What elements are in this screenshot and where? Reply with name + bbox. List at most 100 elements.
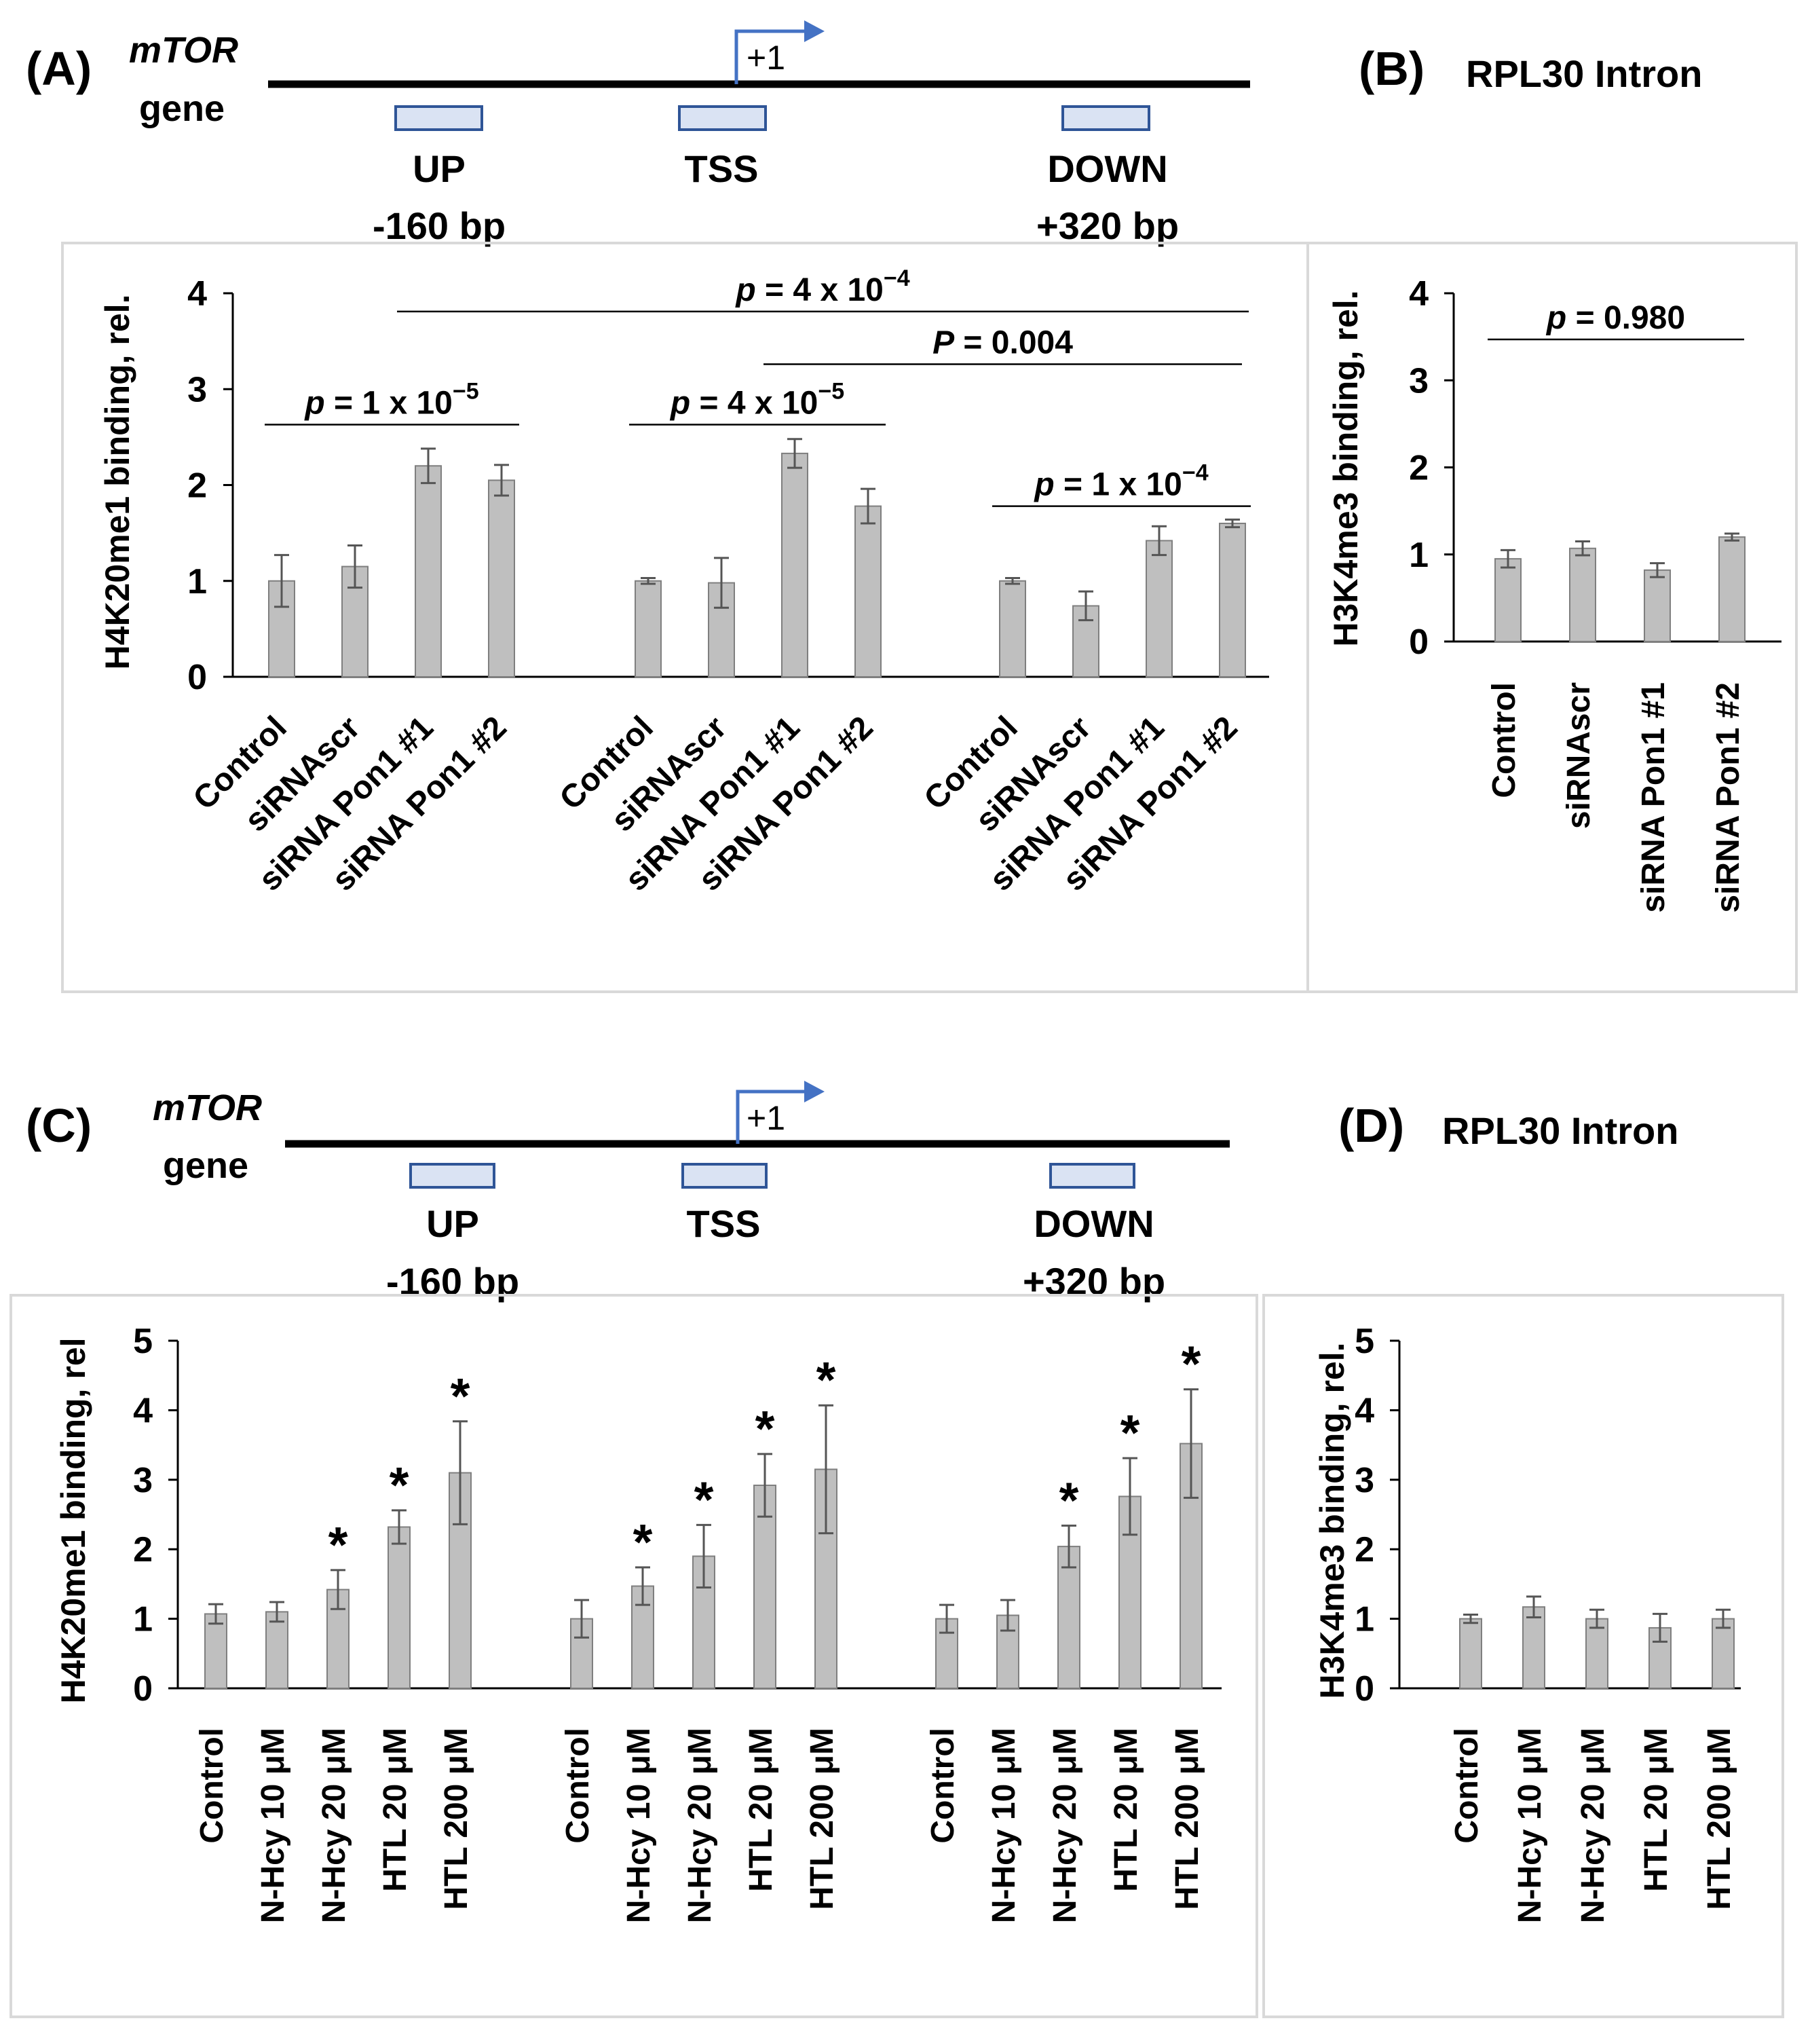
error-bar-c bbox=[696, 1523, 711, 1589]
panel-title-b: RPL30 Intron bbox=[1466, 52, 1702, 95]
category-label-d: N-Hcy 20 μM bbox=[1575, 1728, 1611, 1923]
bar-b bbox=[1494, 558, 1522, 642]
error-bar-c bbox=[635, 1566, 650, 1606]
y-tick-label-d: 0 bbox=[1355, 1669, 1374, 1709]
panel-d-frame bbox=[1262, 1294, 1784, 2018]
error-bar-c bbox=[269, 1601, 284, 1623]
error-bar-d bbox=[1526, 1595, 1541, 1619]
category-label-b: siRNAscr bbox=[1561, 682, 1597, 829]
error-bar-a bbox=[1078, 590, 1093, 622]
y-tick-label-d: 5 bbox=[1355, 1322, 1374, 1361]
panel-title-d: RPL30 Intron bbox=[1442, 1109, 1678, 1152]
error-bar-c bbox=[1123, 1457, 1137, 1536]
region-down-label-top: DOWN bbox=[1047, 147, 1167, 190]
category-label-c: HTL 20 μM bbox=[1108, 1728, 1144, 1892]
panel-a-frame bbox=[61, 242, 1309, 993]
y-tick-label-b: 0 bbox=[1409, 623, 1429, 662]
category-label-c: HTL 200 μM bbox=[438, 1728, 474, 1910]
y-tick-label-c: 1 bbox=[133, 1600, 153, 1639]
pvalue-label-a: P = 0.004 bbox=[932, 325, 1073, 361]
error-bar-c bbox=[208, 1603, 223, 1625]
gene-word-top: gene bbox=[139, 88, 225, 129]
region-box-down-bottom bbox=[1049, 1163, 1135, 1189]
region-up-offset-top: -160 bp bbox=[373, 204, 506, 247]
error-bar-b bbox=[1575, 540, 1590, 557]
y-tick-label-c: 2 bbox=[133, 1530, 153, 1569]
error-bar-c bbox=[392, 1509, 407, 1545]
error-bar-a bbox=[714, 557, 729, 609]
panel-c-frame bbox=[10, 1294, 1258, 2018]
bar-a bbox=[635, 580, 662, 677]
error-bar-a bbox=[861, 487, 875, 525]
error-bar-c bbox=[453, 1420, 468, 1525]
tss-arrowhead-top bbox=[804, 20, 825, 42]
bar-d bbox=[1585, 1618, 1608, 1690]
error-bar-c bbox=[818, 1404, 833, 1535]
y-tick-label-a: 2 bbox=[187, 466, 207, 506]
y-tick-label-c: 5 bbox=[133, 1322, 153, 1361]
category-label-c: N-Hcy 10 μM bbox=[986, 1728, 1022, 1923]
pvalue-label-b: p = 0.980 bbox=[1545, 300, 1685, 336]
significance-mark-c: * bbox=[328, 1517, 348, 1573]
bar-c bbox=[265, 1611, 288, 1690]
bar-b bbox=[1569, 547, 1596, 643]
bar-d bbox=[1459, 1618, 1482, 1690]
y-tick-label-a: 3 bbox=[187, 370, 207, 409]
bar-c bbox=[388, 1526, 411, 1689]
significance-mark-c: * bbox=[816, 1352, 836, 1408]
tss-arrow-bottom bbox=[736, 1090, 808, 1144]
bar-a bbox=[1219, 523, 1246, 677]
y-tick-label-b: 3 bbox=[1409, 361, 1429, 401]
significance-mark-c: * bbox=[390, 1457, 409, 1513]
bar-a bbox=[854, 505, 882, 678]
bar-d bbox=[1648, 1627, 1672, 1690]
category-label-c: HTL 200 μM bbox=[804, 1728, 840, 1910]
gene-word-bottom: gene bbox=[163, 1145, 248, 1186]
pvalue-label-a: p = 4 x 10−4 bbox=[734, 265, 909, 308]
error-bar-b bbox=[1650, 562, 1665, 578]
gene-name-bottom: mTOR bbox=[153, 1088, 262, 1128]
category-label-c: N-Hcy 10 μM bbox=[621, 1728, 657, 1923]
bar-a bbox=[1146, 540, 1173, 677]
category-label-b: siRNA Pon1 #2 bbox=[1710, 682, 1746, 913]
category-label-d: HTL 20 μM bbox=[1638, 1728, 1674, 1892]
category-label-c: Control bbox=[925, 1728, 961, 1844]
error-bar-d bbox=[1589, 1608, 1604, 1629]
error-bar-a bbox=[1005, 577, 1020, 585]
error-bar-c bbox=[574, 1599, 589, 1639]
panel-b-frame bbox=[1306, 242, 1798, 993]
significance-mark-c: * bbox=[1059, 1472, 1079, 1528]
error-bar-a bbox=[1225, 518, 1240, 529]
error-bar-a bbox=[274, 554, 289, 608]
region-up-label-top: UP bbox=[413, 147, 466, 190]
pvalue-label-a: p = 1 x 10−4 bbox=[1033, 460, 1208, 503]
gene-map-bottom: (C) mTOR gene +1 UP -160 bp TSS DOWN +32… bbox=[26, 1081, 1230, 1303]
chart-panel-c: 0 1 2 3 4 5 H4K20me1 binding, rel Control N-Hcy … bbox=[54, 1322, 1222, 1923]
bar-d bbox=[1522, 1606, 1545, 1689]
error-bar-c bbox=[1061, 1524, 1076, 1569]
error-bar-c bbox=[939, 1603, 954, 1634]
y-tick-label-d: 3 bbox=[1355, 1461, 1374, 1500]
region-tss-label-bottom: TSS bbox=[687, 1202, 761, 1245]
significance-mark-c: * bbox=[451, 1368, 470, 1424]
category-label-d: HTL 200 μM bbox=[1701, 1728, 1737, 1910]
region-box-down-top bbox=[1061, 105, 1150, 131]
panel-letter-c: (C) bbox=[26, 1099, 92, 1152]
panel-letter-d: (D) bbox=[1338, 1099, 1404, 1152]
error-bar-c bbox=[757, 1453, 772, 1518]
y-axis-label-a: H4K20me1 binding, rel. bbox=[98, 295, 136, 670]
y-tick-label-c: 4 bbox=[133, 1391, 153, 1430]
error-bar-a bbox=[494, 464, 509, 497]
region-box-up-top bbox=[394, 105, 483, 131]
y-tick-label-b: 1 bbox=[1409, 536, 1429, 575]
bar-b bbox=[1644, 569, 1671, 643]
category-label-d: N-Hcy 10 μM bbox=[1512, 1728, 1548, 1923]
category-label-c: N-Hcy 20 μM bbox=[1047, 1728, 1083, 1923]
category-label-c: Control bbox=[560, 1728, 596, 1844]
error-bar-a bbox=[787, 438, 802, 469]
category-label-b: siRNA Pon1 #1 bbox=[1636, 682, 1672, 913]
y-axis-label-b: H3K4me3 binding, rel. bbox=[1327, 290, 1365, 646]
tss-mark-bottom: +1 bbox=[747, 1099, 785, 1137]
